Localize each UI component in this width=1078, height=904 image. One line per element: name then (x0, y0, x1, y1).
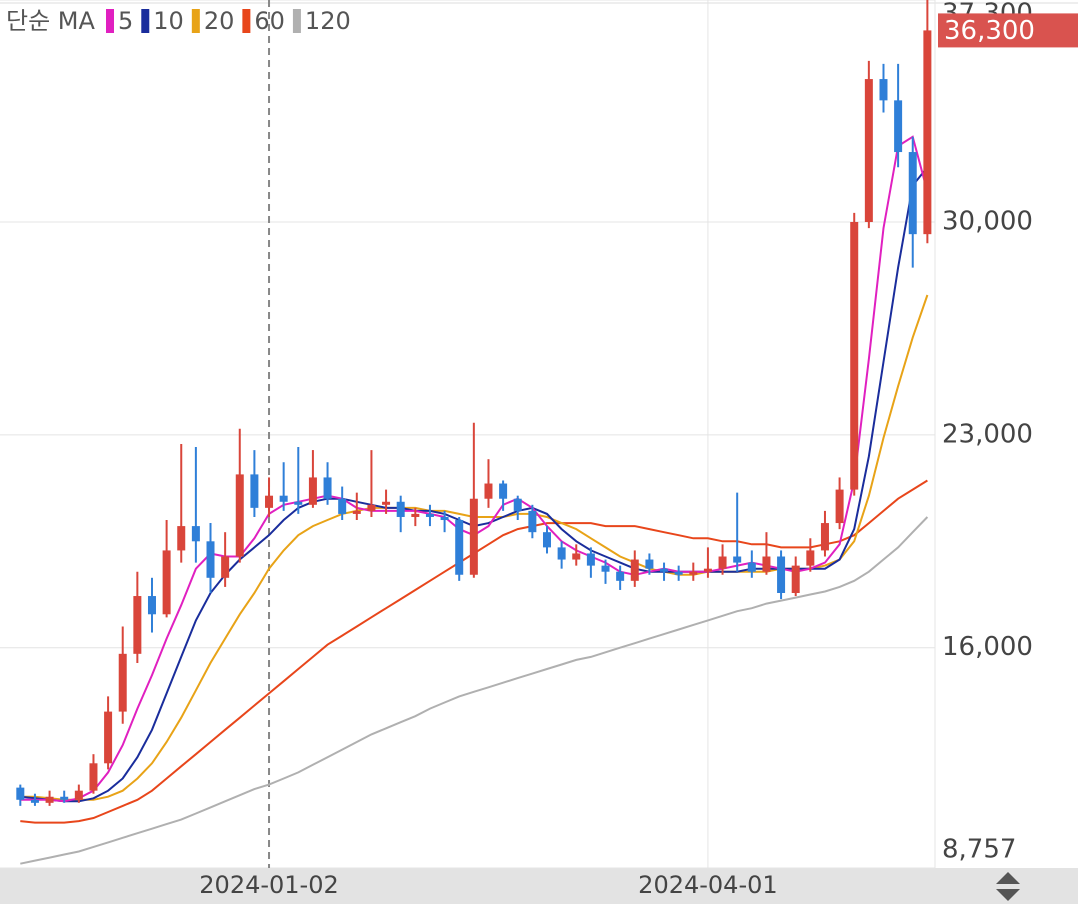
ma-line (20, 516, 929, 865)
candle-body (30, 799, 39, 803)
legend-swatch (292, 9, 301, 33)
candle-body (396, 501, 405, 517)
x-axis-band (0, 868, 1078, 904)
candle-body (133, 596, 142, 654)
arrow-down[interactable] (996, 889, 1020, 901)
candle-body (850, 221, 859, 490)
candle-body (923, 30, 932, 235)
candle-body (660, 568, 669, 572)
y-tick-label: 23,000 (942, 419, 1033, 449)
candle-body (791, 565, 800, 593)
candle-body (645, 559, 654, 569)
candle-body (265, 495, 274, 508)
candle-body (455, 520, 464, 575)
candle-body (338, 498, 347, 514)
candle-body (162, 550, 171, 615)
candle-body (74, 790, 83, 800)
candle-body (235, 474, 244, 557)
candle-body (718, 556, 727, 569)
candle-body (733, 556, 742, 563)
legend-swatch (106, 9, 114, 33)
legend-label: 120 (305, 7, 351, 35)
candle-body (308, 477, 317, 505)
candle-body (586, 553, 595, 566)
candle-body (118, 653, 127, 712)
legend-label: 10 (153, 7, 184, 35)
x-tick-label: 2024-01-02 (199, 871, 338, 899)
arrow-up[interactable] (996, 872, 1020, 884)
candle-body (894, 100, 903, 153)
candle-body (250, 474, 259, 508)
candle-body (674, 571, 683, 575)
candle-body (616, 571, 625, 581)
candle-body (45, 796, 54, 803)
candle-body (484, 483, 493, 499)
candle-body (557, 547, 566, 560)
candle-body (411, 513, 420, 517)
candle-body (89, 763, 98, 791)
candle-body (294, 501, 303, 505)
candle-body (323, 477, 332, 499)
legend-label: 20 (204, 7, 235, 35)
x-tick-label: 2024-04-01 (638, 871, 777, 899)
legend-title: 단순 MA (6, 7, 95, 35)
y-tick-label: 8,757 (942, 835, 1016, 865)
candle-body (572, 553, 581, 560)
candle-body (279, 495, 288, 502)
candle-body (206, 541, 215, 578)
candle-body (221, 556, 230, 578)
candle-body (469, 498, 478, 575)
legend-swatch (141, 9, 150, 33)
candle-body (689, 571, 698, 575)
candle-body (528, 510, 537, 533)
legend-label: 60 (254, 7, 285, 35)
candle-body (864, 79, 873, 222)
candle-body (630, 559, 639, 581)
candle-body (147, 596, 156, 615)
candle-body (382, 501, 391, 505)
candle-body (601, 565, 610, 572)
candle-body (425, 513, 434, 517)
candle-body (835, 489, 844, 524)
legend-swatch (242, 9, 251, 33)
candle-body (352, 510, 361, 514)
candle-body (499, 483, 508, 499)
candle-body (777, 556, 786, 594)
candle-body (879, 79, 888, 101)
candle-body (104, 711, 113, 764)
candle-body (16, 787, 25, 800)
price-tag (938, 13, 1078, 48)
candle-body (440, 516, 449, 521)
candle-body (513, 498, 522, 511)
candle-body (191, 526, 200, 542)
candle-body (542, 532, 551, 548)
candle-body (367, 504, 376, 511)
candle-body (820, 523, 829, 551)
y-tick-label: 16,000 (942, 632, 1033, 662)
candle-body (703, 568, 712, 572)
candle-body (60, 796, 69, 800)
y-tick-label: 30,000 (942, 206, 1033, 236)
legend-swatch (191, 9, 200, 33)
candle-body (806, 550, 815, 566)
candle-body (177, 526, 186, 551)
candle-body (747, 562, 756, 572)
legend-label: 5 (118, 7, 133, 35)
candle-body (762, 556, 771, 572)
sort-icon[interactable] (996, 872, 1020, 901)
candle-body (908, 152, 917, 235)
price-tag-label: 36,300 (944, 16, 1035, 46)
